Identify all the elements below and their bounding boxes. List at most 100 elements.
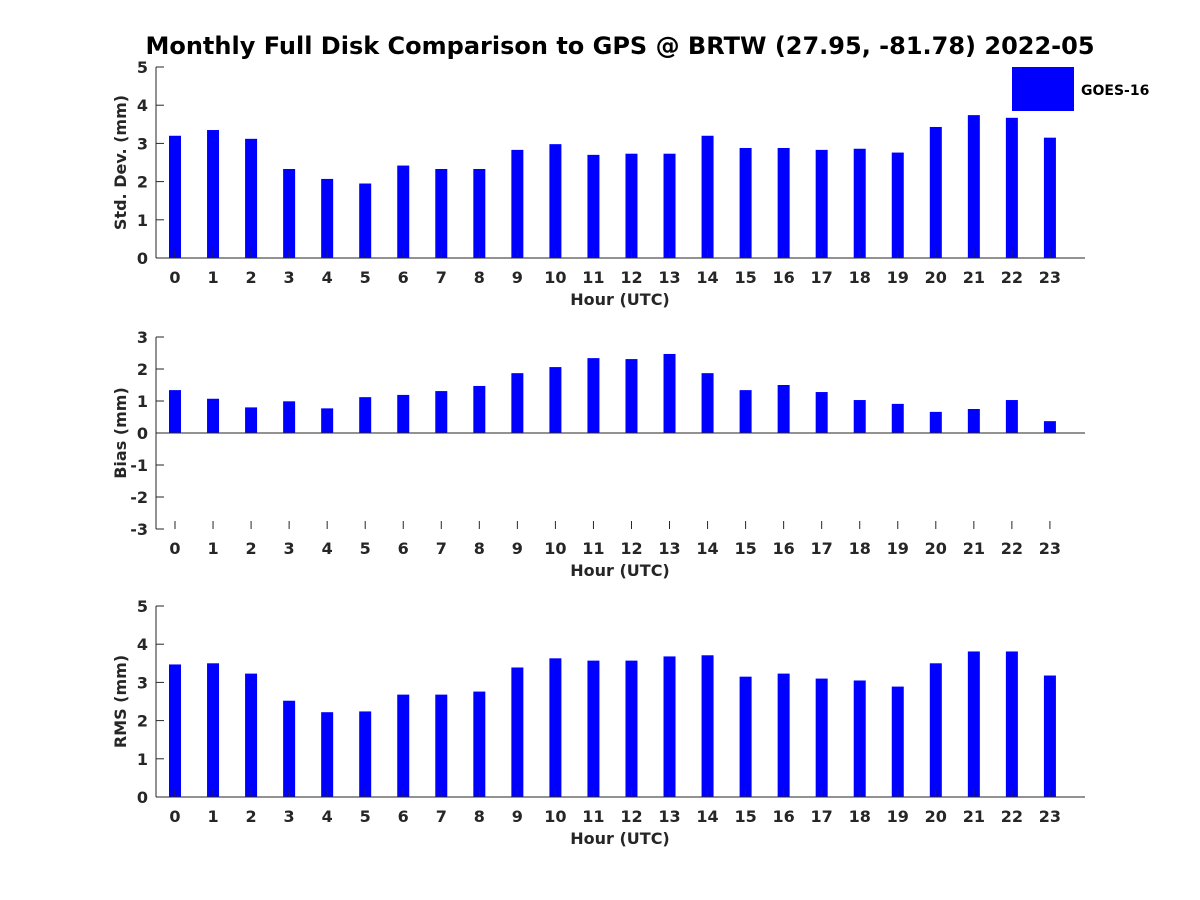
stddev-bar-7	[435, 168, 448, 258]
bias-x-tick-label: 14	[696, 539, 718, 558]
bias-y-tick-label: -1	[130, 456, 148, 475]
stddev-x-tick-label: 23	[1039, 268, 1061, 287]
rms-bar-15	[739, 676, 752, 797]
rms-x-tick-label: 1	[207, 807, 218, 826]
stddev-bar-17	[815, 149, 828, 258]
bias-x-tick-label: 18	[849, 539, 871, 558]
bias-x-tick-label: 20	[925, 539, 947, 558]
bias-y-tick-label: 3	[137, 328, 148, 347]
rms-x-tick-label: 21	[963, 807, 985, 826]
stddev-bar-8	[473, 168, 486, 258]
rms-bar-5	[359, 711, 372, 797]
bias-bar-22	[1005, 400, 1018, 433]
bias-bar-5	[359, 397, 372, 433]
rms-bar-4	[321, 712, 334, 797]
rms-bar-16	[777, 673, 790, 797]
rms-x-tick-label: 18	[849, 807, 871, 826]
bias-bar-20	[929, 411, 942, 433]
bias-x-tick-label: 6	[398, 539, 409, 558]
bias-bar-17	[815, 392, 828, 433]
rms-y-tick-label: 3	[137, 673, 148, 692]
stddev-x-tick-label: 2	[246, 268, 257, 287]
bias-bar-13	[663, 353, 676, 433]
bias-x-tick-label: 13	[658, 539, 680, 558]
stddev-bar-0	[169, 135, 181, 258]
stddev-y-tick-label: 3	[137, 134, 148, 153]
rms-bar-19	[891, 686, 904, 797]
bias-bar-16	[777, 385, 790, 433]
stddev-bar-16	[777, 147, 790, 258]
rms-bar-7	[435, 694, 448, 797]
stddev-x-tick-label: 20	[925, 268, 947, 287]
rms-x-tick-label: 17	[811, 807, 833, 826]
bias-bar-15	[739, 390, 752, 433]
legend: GOES-16	[1012, 67, 1149, 111]
bias-bar-7	[435, 391, 448, 433]
rms-bar-11	[587, 660, 600, 797]
stddev-x-tick-label: 13	[658, 268, 680, 287]
bias-bar-3	[283, 401, 296, 433]
rms-y-tick-label: 0	[137, 788, 148, 807]
legend-label: GOES-16	[1081, 83, 1149, 99]
rms-x-tick-label: 14	[696, 807, 718, 826]
stddev-x-tick-label: 18	[849, 268, 871, 287]
rms-x-tick-label: 6	[398, 807, 409, 826]
stddev-x-axis-label: Hour (UTC)	[570, 290, 670, 309]
bias-bar-4	[321, 408, 334, 433]
stddev-bar-22	[1005, 117, 1018, 258]
bias-bar-2	[245, 407, 258, 433]
stddev-y-tick-label: 0	[137, 249, 148, 268]
stddev-x-tick-label: 1	[207, 268, 218, 287]
rms-x-tick-label: 3	[284, 807, 295, 826]
stddev-x-tick-label: 11	[582, 268, 604, 287]
stddev-bar-13	[663, 153, 676, 258]
bias-bar-0	[169, 390, 181, 433]
stddev-x-tick-label: 17	[811, 268, 833, 287]
bias-y-tick-label: -2	[130, 488, 148, 507]
stddev-bar-23	[1043, 137, 1056, 258]
rms-y-tick-label: 2	[137, 712, 148, 731]
rms-bar-12	[625, 660, 638, 797]
rms-bar-1	[207, 663, 220, 797]
bias-x-tick-label: 16	[773, 539, 795, 558]
rms-x-tick-label: 2	[246, 807, 257, 826]
rms-x-tick-label: 12	[620, 807, 642, 826]
bias-y-tick-label: -3	[130, 520, 148, 539]
bias-bar-14	[701, 373, 714, 433]
bias-bar-8	[473, 385, 486, 433]
rms-x-tick-label: 11	[582, 807, 604, 826]
rms-bar-20	[929, 663, 942, 797]
stddev-bar-3	[283, 168, 296, 258]
stddev-bar-6	[397, 165, 410, 258]
bias-x-tick-label: 10	[544, 539, 566, 558]
stddev-x-tick-label: 10	[544, 268, 566, 287]
rms-y-tick-label: 1	[137, 750, 148, 769]
bias-bar-18	[853, 400, 866, 433]
stddev-y-axis-label: Std. Dev. (mm)	[111, 95, 130, 230]
rms-bar-3	[283, 700, 296, 797]
bias-bar-10	[549, 367, 562, 433]
stddev-x-tick-label: 9	[512, 268, 523, 287]
bias-y-tick-label: 2	[137, 360, 148, 379]
chart-title: Monthly Full Disk Comparison to GPS @ BR…	[145, 32, 1094, 60]
bias-x-tick-label: 19	[887, 539, 909, 558]
rms-x-tick-label: 23	[1039, 807, 1061, 826]
bias-bar-11	[587, 358, 600, 433]
stddev-bar-1	[207, 130, 220, 258]
stddev-y-tick-label: 2	[137, 173, 148, 192]
bias-bar-9	[511, 373, 524, 433]
stddev-x-tick-label: 6	[398, 268, 409, 287]
bias-x-tick-label: 0	[169, 539, 180, 558]
stddev-x-tick-label: 16	[773, 268, 795, 287]
stddev-bar-20	[929, 126, 942, 258]
bias-x-tick-label: 3	[284, 539, 295, 558]
rms-x-tick-label: 16	[773, 807, 795, 826]
bias-y-axis-label: Bias (mm)	[111, 387, 130, 479]
rms-x-tick-label: 5	[360, 807, 371, 826]
bias-x-tick-label: 2	[246, 539, 257, 558]
rms-bar-23	[1043, 675, 1056, 797]
